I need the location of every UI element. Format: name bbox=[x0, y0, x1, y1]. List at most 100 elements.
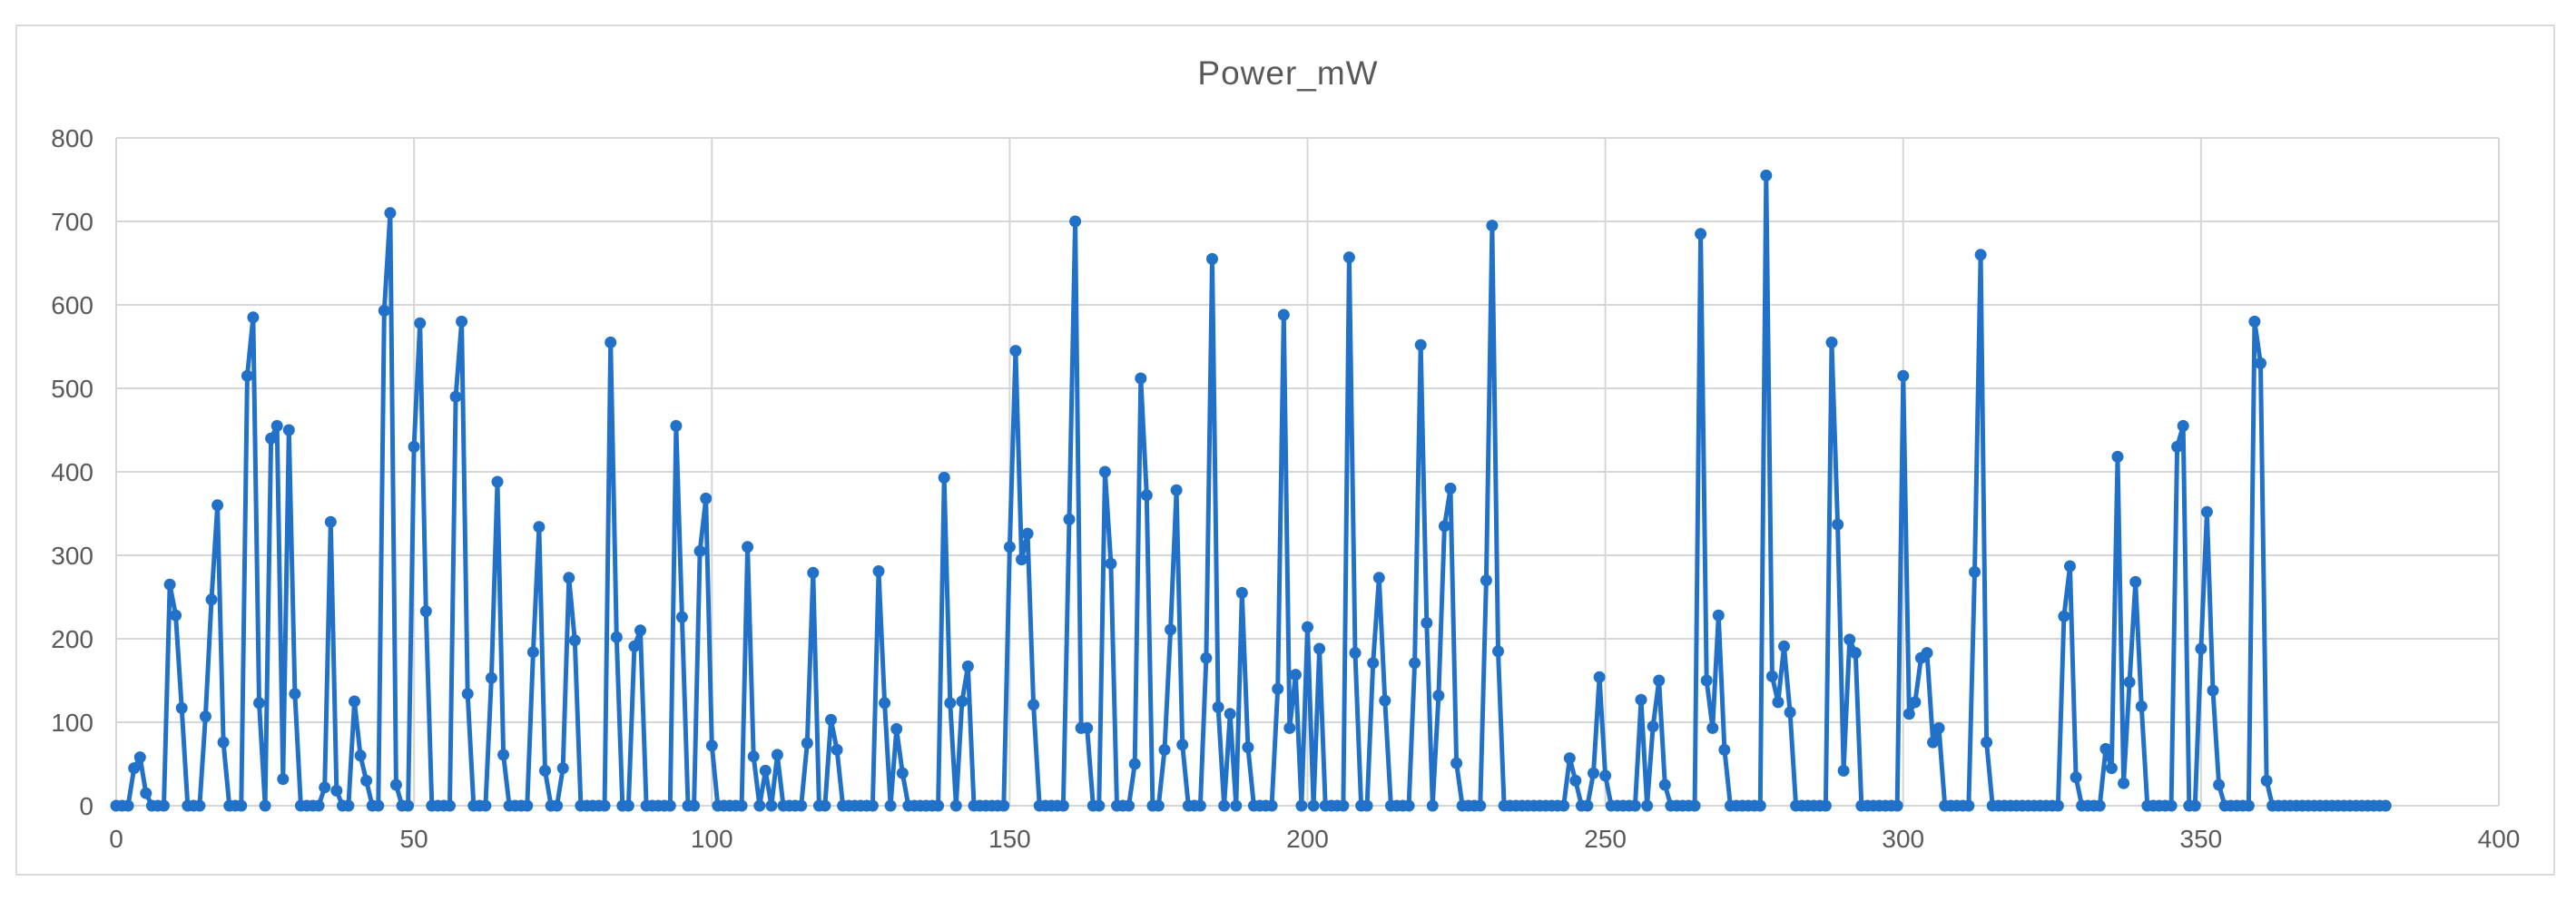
data-point-marker bbox=[765, 799, 778, 812]
data-point-marker bbox=[879, 697, 891, 710]
y-axis-tick-label: 400 bbox=[51, 458, 93, 486]
data-point-marker bbox=[1581, 799, 1594, 812]
data-point-marker bbox=[1342, 251, 1355, 264]
y-axis-tick-label: 300 bbox=[51, 542, 93, 570]
data-point-marker bbox=[1158, 743, 1171, 756]
data-point-marker bbox=[1152, 799, 1165, 812]
data-point-marker bbox=[199, 710, 211, 723]
data-point-marker bbox=[807, 566, 820, 579]
data-point-marker bbox=[961, 660, 974, 672]
y-axis-tick-label: 0 bbox=[79, 792, 93, 820]
data-point-marker bbox=[1754, 799, 1766, 812]
data-point-marker bbox=[1844, 633, 1856, 646]
data-point-marker bbox=[1772, 696, 1785, 709]
data-point-marker bbox=[1218, 799, 1231, 812]
data-point-marker bbox=[890, 722, 903, 735]
data-point-marker bbox=[610, 631, 623, 643]
data-point-marker bbox=[556, 762, 569, 775]
data-point-marker bbox=[2188, 799, 2201, 812]
data-point-marker bbox=[801, 737, 813, 749]
data-point-marker bbox=[2195, 642, 2207, 655]
data-point-marker bbox=[539, 764, 551, 777]
y-axis-tick-label: 800 bbox=[51, 124, 93, 152]
data-point-marker bbox=[1486, 220, 1499, 232]
data-point-marker bbox=[217, 736, 230, 749]
data-point-marker bbox=[2171, 440, 2184, 453]
y-axis-tick-label: 600 bbox=[51, 291, 93, 319]
x-axis-tick-label: 350 bbox=[2180, 825, 2223, 853]
y-axis-tick-label: 500 bbox=[51, 375, 93, 403]
data-point-marker bbox=[402, 799, 415, 812]
data-point-marker bbox=[1123, 799, 1136, 812]
x-axis-tick-label: 250 bbox=[1584, 825, 1627, 853]
data-point-marker bbox=[1962, 799, 1975, 812]
data-point-marker bbox=[342, 799, 355, 812]
data-point-marker bbox=[622, 799, 634, 812]
data-point-marker bbox=[675, 611, 688, 623]
data-point-marker bbox=[419, 605, 432, 618]
data-point-marker bbox=[1057, 799, 1069, 812]
x-axis-tick-label: 300 bbox=[1882, 825, 1924, 853]
data-point-marker bbox=[753, 799, 766, 812]
data-point-marker bbox=[1212, 700, 1224, 713]
data-point-marker bbox=[1688, 799, 1701, 812]
data-point-marker bbox=[1700, 674, 1713, 687]
data-point-marker bbox=[1760, 169, 1773, 181]
data-point-marker bbox=[2242, 799, 2255, 812]
data-point-marker bbox=[1438, 520, 1450, 533]
data-point-marker bbox=[1558, 799, 1570, 812]
data-point-marker bbox=[1474, 799, 1487, 812]
data-point-marker bbox=[1492, 645, 1504, 658]
y-axis-tick-label: 700 bbox=[51, 208, 93, 236]
data-point-marker bbox=[998, 799, 1010, 812]
data-point-marker bbox=[598, 799, 611, 812]
data-point-marker bbox=[2129, 575, 2142, 588]
data-point-marker bbox=[1932, 721, 1945, 734]
data-point-marker bbox=[1093, 799, 1106, 812]
data-point-marker bbox=[932, 799, 945, 812]
data-point-marker bbox=[705, 739, 718, 752]
data-point-marker bbox=[1283, 721, 1296, 734]
data-point-marker bbox=[158, 799, 170, 812]
data-point-marker bbox=[551, 799, 564, 812]
data-point-marker bbox=[128, 762, 141, 775]
data-point-marker bbox=[1289, 669, 1302, 681]
data-point-marker bbox=[1128, 758, 1141, 770]
data-point-marker bbox=[1432, 690, 1445, 702]
data-point-marker bbox=[700, 492, 713, 504]
data-point-marker bbox=[1003, 541, 1016, 553]
y-axis-tick-label: 100 bbox=[51, 709, 93, 737]
data-point-marker bbox=[324, 515, 337, 528]
data-point-marker bbox=[1140, 489, 1153, 502]
x-axis-tick-label: 150 bbox=[988, 825, 1031, 853]
data-point-marker bbox=[759, 764, 772, 777]
data-point-marker bbox=[1695, 228, 1707, 240]
data-point-marker bbox=[408, 440, 420, 453]
data-point-marker bbox=[491, 475, 504, 488]
data-point-marker bbox=[1921, 647, 1933, 660]
data-point-marker bbox=[277, 773, 290, 786]
data-point-marker bbox=[742, 541, 754, 553]
data-point-marker bbox=[360, 774, 373, 787]
data-point-marker bbox=[896, 767, 909, 779]
data-point-marker bbox=[1302, 621, 1313, 633]
data-point-marker bbox=[1426, 799, 1439, 812]
data-point-marker bbox=[1313, 642, 1326, 655]
data-point-marker bbox=[2207, 684, 2219, 697]
data-point-marker bbox=[1837, 764, 1850, 777]
data-point-marker bbox=[1421, 617, 1433, 629]
data-point-marker bbox=[670, 419, 683, 432]
data-point-marker bbox=[1307, 799, 1320, 812]
data-point-marker bbox=[1027, 699, 1040, 711]
data-point-marker bbox=[2177, 419, 2189, 432]
data-point-marker bbox=[938, 471, 950, 484]
data-point-marker bbox=[2213, 779, 2226, 791]
data-point-marker bbox=[312, 799, 325, 812]
data-point-marker bbox=[241, 369, 253, 382]
data-point-marker bbox=[1337, 799, 1350, 812]
data-point-marker bbox=[533, 521, 546, 534]
data-point-marker bbox=[1480, 574, 1492, 587]
data-point-marker bbox=[1235, 586, 1248, 599]
x-axis-tick-label: 100 bbox=[691, 825, 733, 853]
data-point-marker bbox=[825, 713, 837, 726]
